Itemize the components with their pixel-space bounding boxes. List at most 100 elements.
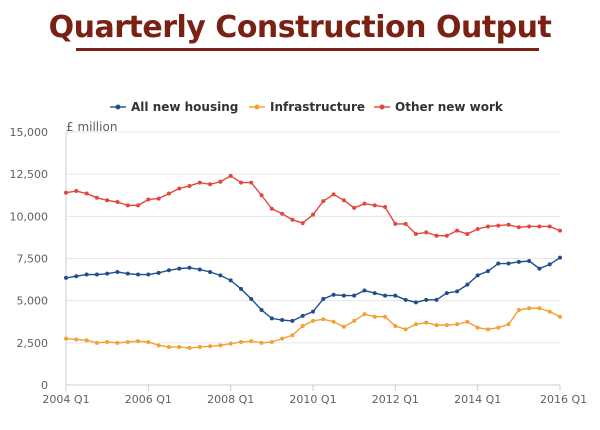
data-point [105, 271, 110, 276]
x-tick-label: 2014 Q1 [454, 393, 501, 406]
data-point [393, 221, 398, 226]
legend[interactable]: All new housing Infrastructure Other new w… [110, 100, 504, 114]
x-tick-label: 2010 Q1 [289, 393, 336, 406]
data-point [547, 262, 552, 267]
data-point [208, 344, 213, 349]
data-point [249, 339, 254, 344]
data-point [475, 226, 480, 231]
data-point [166, 191, 171, 196]
data-point [105, 339, 110, 344]
data-point [485, 224, 490, 229]
data-point [136, 203, 141, 208]
data-point [115, 340, 120, 345]
data-point [403, 221, 408, 226]
gridlines [66, 131, 560, 344]
y-tick-label: 2,500 [17, 337, 49, 350]
data-point [208, 269, 213, 274]
data-point [166, 268, 171, 273]
data-point [424, 320, 429, 325]
data-point [84, 338, 89, 343]
data-point [444, 233, 449, 238]
data-point [383, 314, 388, 319]
data-point [558, 255, 562, 260]
data-point [465, 319, 470, 324]
data-point [434, 323, 439, 328]
data-point [177, 266, 182, 271]
data-point [300, 221, 305, 226]
x-axis: 2004 Q1 2006 Q1 2008 Q1 2010 Q1 2012 Q1 2014 … [42, 384, 587, 406]
data-point [537, 224, 542, 229]
data-point [238, 339, 243, 344]
data-point [547, 224, 552, 229]
data-point [197, 345, 202, 350]
data-point [311, 309, 315, 314]
series-other-new-work [64, 173, 562, 238]
data-point [197, 180, 202, 185]
data-point [146, 272, 151, 277]
data-point [331, 292, 336, 297]
y-axis: 0 2,500 5,000 7,500 10,000 12,500 15,000 [10, 126, 67, 392]
legend-item-all-new-housing[interactable]: All new housing [110, 100, 238, 114]
legend-label: Other new work [395, 100, 504, 114]
data-point [218, 343, 223, 348]
legend-item-infrastructure[interactable]: Infrastructure [249, 100, 365, 114]
data-point [383, 293, 388, 298]
data-point [259, 193, 264, 198]
data-point [403, 327, 408, 332]
data-point [537, 266, 542, 271]
data-point [74, 189, 79, 194]
data-point [362, 288, 367, 293]
data-point [64, 275, 68, 280]
series-infrastructure [64, 306, 562, 350]
data-point [166, 345, 171, 350]
y-tick-label: 7,500 [17, 253, 49, 266]
data-point [156, 343, 161, 348]
data-point [74, 337, 79, 342]
data-point [290, 318, 295, 323]
data-point [177, 345, 182, 350]
data-point [311, 212, 315, 217]
data-point [228, 173, 233, 178]
data-point [64, 190, 68, 195]
data-point [341, 324, 346, 329]
data-point [280, 318, 285, 323]
data-point [558, 314, 562, 319]
legend-label: Infrastructure [270, 100, 365, 114]
series-line-infrastructure [65, 307, 561, 349]
data-point [537, 306, 542, 311]
data-point [475, 325, 480, 330]
data-point [383, 205, 388, 210]
data-point [105, 198, 110, 203]
data-point [465, 282, 470, 287]
data-point [434, 297, 439, 302]
data-point [485, 269, 490, 274]
data-point [331, 192, 336, 197]
data-point [527, 224, 532, 229]
data-point [455, 228, 460, 233]
data-point [547, 309, 552, 314]
data-point [424, 297, 429, 302]
data-point [341, 198, 346, 203]
data-point [156, 270, 161, 275]
data-point [269, 316, 274, 321]
data-point [516, 259, 521, 264]
data-point [280, 336, 285, 341]
data-point [125, 271, 130, 276]
data-point [485, 327, 490, 332]
data-point [393, 293, 398, 298]
data-point [259, 340, 264, 345]
legend-item-other-new-work[interactable]: Other new work [374, 100, 504, 114]
data-point [146, 197, 151, 202]
data-point [506, 322, 511, 327]
data-point [136, 272, 141, 277]
series-line-other-new-work [65, 175, 561, 237]
y-axis-unit-label: £ million [66, 120, 117, 134]
y-tick-label: 12,500 [10, 168, 49, 181]
data-point [197, 267, 202, 272]
y-tick-label: 15,000 [10, 126, 49, 139]
legend-swatch-marker [379, 104, 385, 110]
data-point [74, 274, 79, 279]
data-point [413, 322, 418, 327]
